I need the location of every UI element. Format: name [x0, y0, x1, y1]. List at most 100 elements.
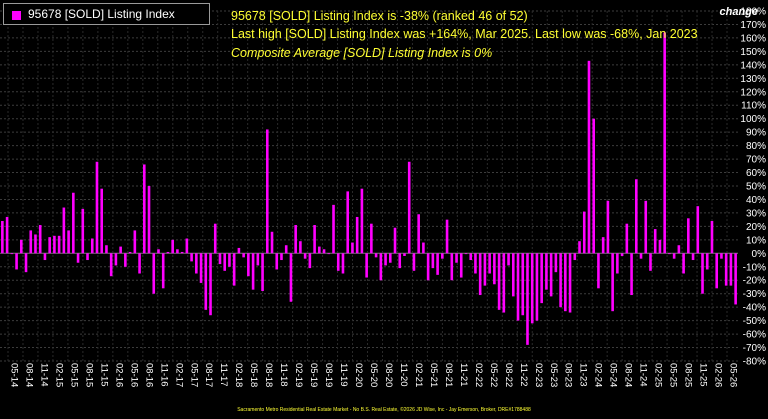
bar	[119, 246, 122, 254]
bar	[124, 253, 127, 267]
x-tick-label: 05-26	[728, 363, 739, 387]
bar	[592, 118, 596, 254]
y-tick-label: 40%	[746, 195, 766, 206]
x-tick-label: 08-19	[323, 363, 334, 387]
bar	[10, 253, 14, 255]
bar	[313, 225, 316, 254]
bar	[715, 253, 719, 289]
y-tick-label: 100%	[740, 114, 766, 125]
x-tick-label: 11-14	[39, 363, 50, 387]
y-tick-label: 170%	[740, 20, 766, 31]
bar	[24, 253, 28, 273]
x-tick-label: 11-19	[338, 363, 349, 387]
bar	[388, 253, 392, 263]
bar	[729, 253, 733, 286]
y-tick-label: 130%	[740, 74, 766, 85]
bar	[464, 253, 468, 255]
bar	[86, 253, 89, 261]
bar	[237, 247, 241, 254]
bar	[540, 253, 543, 304]
bar	[270, 231, 274, 254]
bar	[247, 253, 250, 277]
x-tick-label: 05-23	[548, 363, 559, 387]
x-tick-label: 02-21	[413, 363, 424, 387]
bar	[95, 161, 99, 254]
bar	[138, 253, 141, 274]
bar	[587, 60, 591, 254]
bar	[374, 253, 378, 258]
bar	[611, 253, 614, 312]
bar	[649, 253, 652, 271]
bar	[346, 191, 350, 254]
bar	[483, 253, 487, 286]
bar	[355, 216, 359, 254]
x-tick-label: 08-15	[83, 363, 94, 387]
legend-label: 95678 [SOLD] Listing Index	[28, 7, 175, 21]
y-axis-ticks: 180% 170% 160% 150% 140% 130% 120% 110% 100% 90% 8…	[740, 7, 766, 368]
bar	[90, 238, 94, 254]
bar	[280, 253, 283, 261]
y-tick-label: -30%	[743, 289, 766, 300]
bar	[166, 251, 170, 254]
bar	[459, 253, 463, 278]
x-tick-label: 08-16	[143, 363, 154, 387]
bar	[573, 253, 577, 261]
bar	[677, 245, 681, 254]
bar	[72, 192, 75, 254]
bar	[157, 249, 160, 254]
y-tick-label: 20%	[746, 222, 766, 233]
bar	[687, 218, 690, 254]
bar	[190, 253, 193, 262]
bar	[426, 253, 430, 281]
x-tick-label: 05-14	[9, 363, 20, 387]
y-tick-label: 70%	[746, 155, 766, 166]
bar	[223, 253, 227, 271]
bar	[407, 161, 411, 254]
bar	[720, 253, 723, 259]
grid-lines	[0, 10, 738, 362]
x-tick-label: 05-24	[608, 363, 619, 387]
bar	[161, 253, 165, 289]
bar	[299, 241, 302, 254]
bar	[204, 253, 208, 310]
x-tick-label: 05-19	[308, 363, 319, 387]
bar	[379, 253, 383, 281]
x-tick-label: 11-25	[698, 363, 709, 387]
bar	[308, 253, 312, 269]
x-tick-label: 02-15	[53, 363, 64, 387]
bar	[478, 253, 482, 296]
bar	[133, 230, 137, 254]
x-tick-label: 11-21	[458, 363, 469, 387]
bar	[516, 253, 520, 321]
bar	[336, 253, 340, 271]
bar	[370, 223, 373, 254]
bar	[289, 253, 293, 302]
bar	[76, 253, 80, 263]
x-tick-label: 11-24	[638, 363, 649, 387]
bar	[450, 253, 454, 281]
bar	[261, 253, 264, 291]
bar	[455, 253, 458, 263]
bar	[630, 253, 633, 296]
bar	[5, 216, 9, 254]
bar	[109, 253, 113, 277]
bar	[616, 253, 619, 274]
x-tick-label: 02-23	[533, 363, 544, 387]
y-tick-label: 90%	[746, 128, 766, 139]
y-tick-label: 180%	[740, 7, 766, 18]
x-tick-label: 11-20	[398, 363, 409, 387]
legend-swatch	[12, 11, 21, 20]
y-tick-label: -70%	[743, 343, 766, 354]
bar	[398, 253, 402, 269]
bar	[360, 188, 364, 254]
bar	[682, 253, 685, 274]
x-tick-label: 08-18	[263, 363, 274, 387]
bar	[195, 253, 198, 274]
bar	[152, 253, 156, 294]
bar	[701, 253, 704, 294]
bar	[663, 32, 666, 254]
y-tick-label: 30%	[746, 208, 766, 219]
y-tick-label: 160%	[740, 33, 766, 44]
bar-series	[1, 32, 737, 345]
